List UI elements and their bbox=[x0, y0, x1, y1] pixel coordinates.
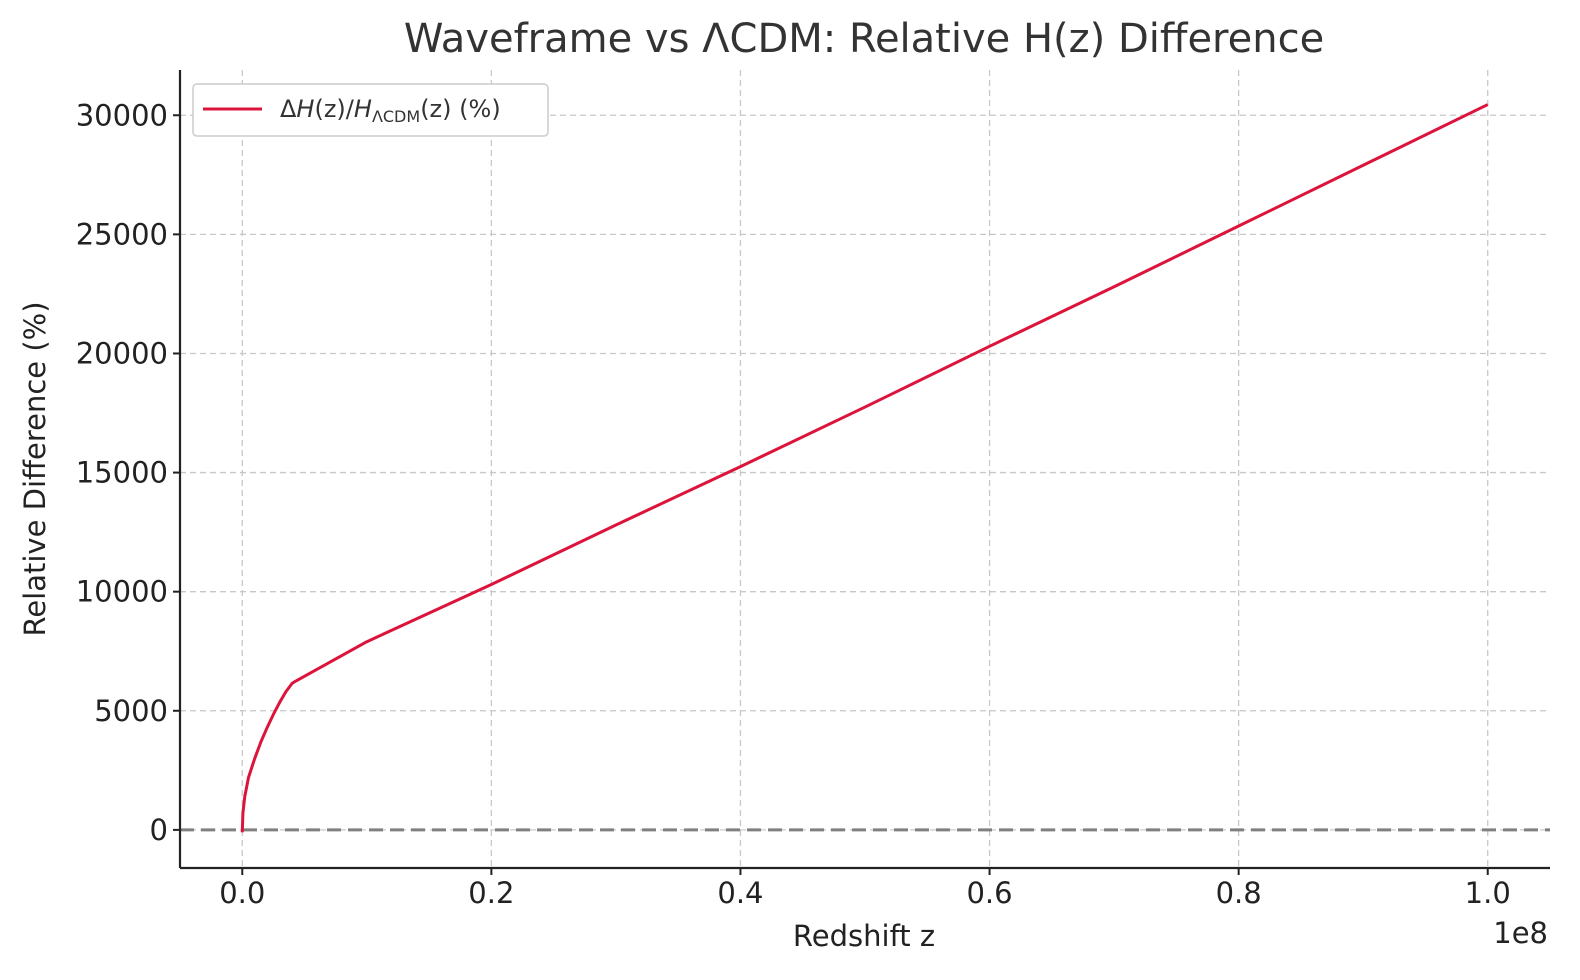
x-axis-label: Redshift z bbox=[793, 919, 935, 953]
y-tick-label: 15000 bbox=[76, 456, 168, 490]
y-tick-label: 30000 bbox=[76, 98, 168, 132]
legend-label: ΔH(z)/HΛCDM(z) (%) bbox=[280, 95, 501, 126]
x-tick-label: 0.2 bbox=[468, 876, 514, 910]
x-axis-offset-label: 1e8 bbox=[1493, 916, 1548, 950]
y-tick-label: 0 bbox=[150, 813, 168, 847]
x-tick-label: 0.6 bbox=[966, 876, 1012, 910]
legend-box bbox=[192, 83, 549, 137]
grid bbox=[180, 70, 1550, 868]
y-tick-label: 25000 bbox=[76, 217, 168, 251]
legend: ΔH(z)/HΛCDM(z) (%) bbox=[192, 83, 549, 137]
series-line-relative-difference bbox=[240, 103, 1489, 833]
y-tick-label: 10000 bbox=[76, 575, 168, 609]
chart-title: Waveframe vs ΛCDM: Relative H(z) Differe… bbox=[404, 16, 1324, 62]
x-tick-label: 1.0 bbox=[1465, 876, 1511, 910]
y-tick-label: 5000 bbox=[94, 694, 168, 728]
y-axis-label: Relative Difference (%) bbox=[18, 301, 52, 636]
x-tick-label: 0.4 bbox=[717, 876, 763, 910]
y-tick-label: 20000 bbox=[76, 336, 168, 370]
x-tick-label: 0.8 bbox=[1216, 876, 1262, 910]
x-axis-ticks: 0.0 0.2 0.4 0.6 0.8 1.0 bbox=[219, 868, 1511, 910]
y-axis-ticks: 0 5000 10000 15000 20000 25000 30000 bbox=[76, 98, 180, 847]
x-tick-label: 0.0 bbox=[219, 876, 265, 910]
